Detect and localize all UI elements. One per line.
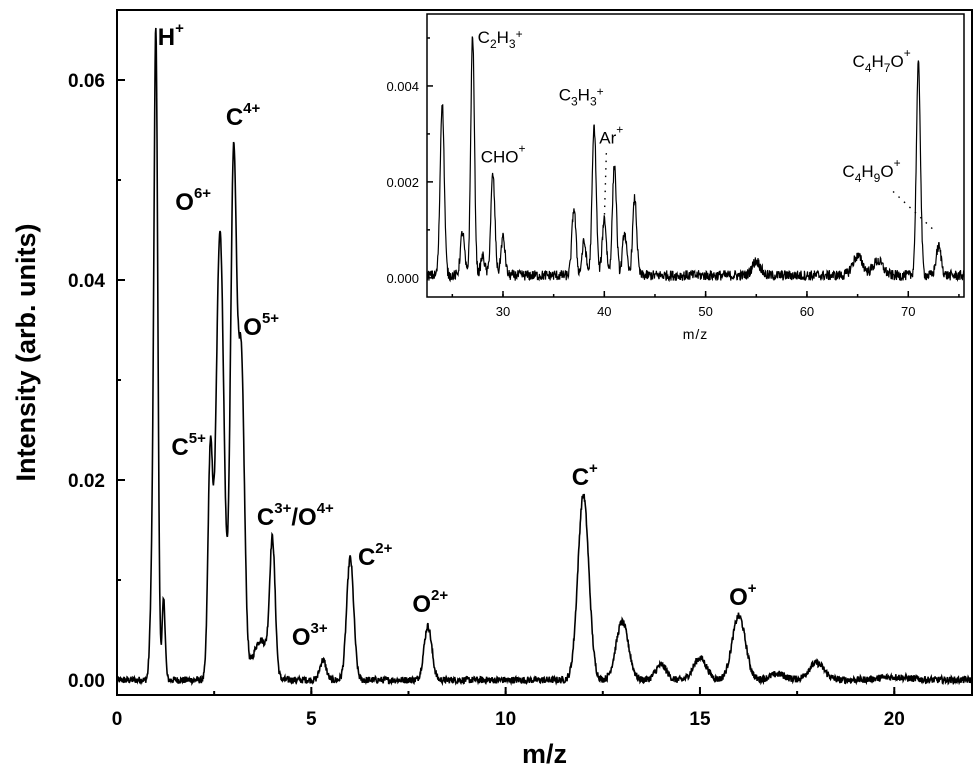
x-tick-label: 5 [306,709,317,730]
peak-label: H+ [158,20,184,51]
y-tick-label: 0.04 [68,271,105,292]
peak-label: C3H3+ [559,84,604,108]
x-tick-label: 10 [495,709,516,730]
x-tick-label: 40 [597,304,611,319]
plot-frame [116,9,973,696]
x-tick-label: 20 [884,709,905,730]
y-axis-title: Intensity (arb. units) [11,223,41,481]
y-tick-label: 0.00 [68,671,105,692]
peak-label: O5+ [243,310,279,341]
peak-label: O3+ [292,620,328,651]
x-tick-label: 60 [800,304,814,319]
y-tick-label: 0.002 [386,175,419,190]
peak-label: C4H7O+ [853,46,911,75]
x-tick-label: 0 [112,709,123,730]
main-plot: 0 5 10 15 20 0.00 0.02 0.04 0.06 m/z Intensity (ar… [11,9,973,769]
series-line [426,36,965,283]
y-tick-label: 0.06 [68,71,105,92]
peak-label: CHO+ [481,142,526,167]
series-line [116,27,973,687]
x-axis-title: m/z [683,326,709,342]
x-axis-title: m/z [522,739,567,769]
peak-label: O6+ [175,185,211,216]
peak-label: C+ [572,460,598,491]
x-tick-label: 50 [698,304,712,319]
x-tick-label: 15 [689,709,711,730]
peak-label: O2+ [412,587,448,618]
peak-label: C3+/O4+ [257,500,334,531]
y-tick-label: 0.02 [68,471,105,492]
peak-label: O+ [729,580,757,611]
peak-label: C2+ [358,540,393,571]
y-tick-label: 0.000 [386,271,419,286]
peak-label: Ar+ [599,123,623,148]
peak-label: C4+ [226,100,261,131]
inset-plot: 30 40 50 60 70 0.000 0.002 0.004 m/z C2H3+ C3H3+ CH… [386,13,965,342]
peak-label: C5+ [171,430,206,461]
x-tick-label: 30 [496,304,510,319]
plot-frame [426,13,965,298]
y-tick-label: 0.004 [386,79,419,94]
peak-label: C2H3+ [478,27,523,51]
peak-label: C4H9O+ [842,156,900,185]
x-tick-label: 70 [901,304,915,319]
